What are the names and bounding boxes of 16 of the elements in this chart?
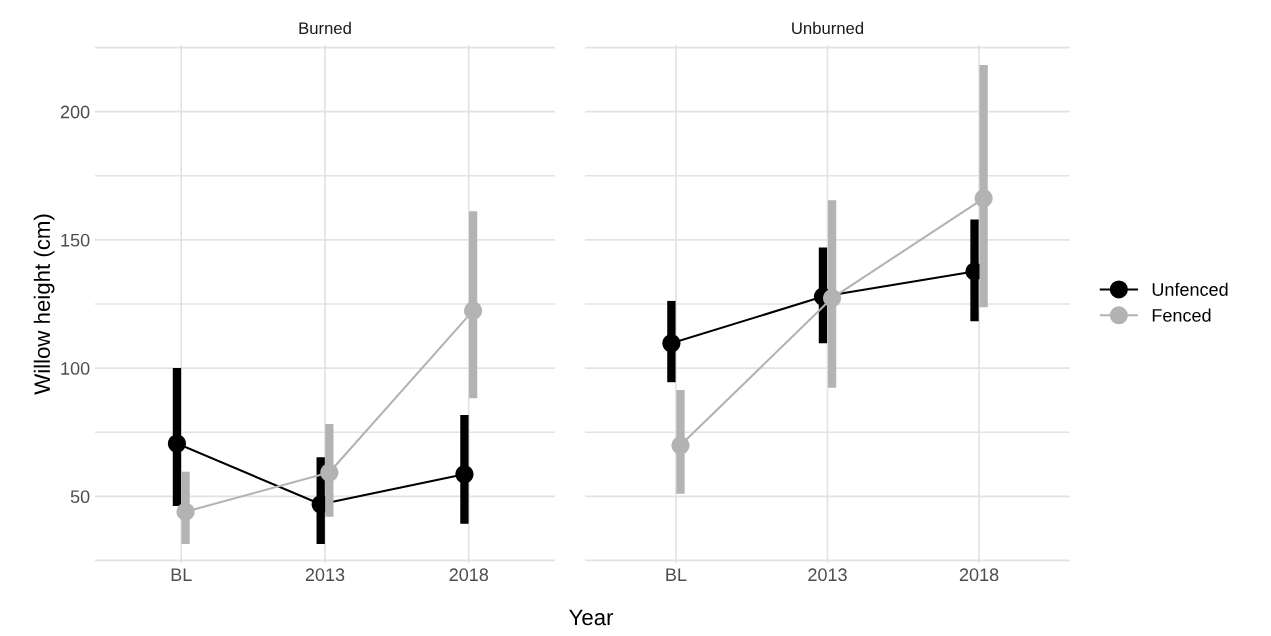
x-tick-label: 2018 xyxy=(449,568,489,582)
y-tick-label: 100 xyxy=(61,362,90,375)
y-tick-label: 200 xyxy=(60,105,90,119)
y-tick-label: 50 xyxy=(70,490,90,504)
chart-title: Burned xyxy=(299,21,351,35)
y-tick-label: 150 xyxy=(61,233,90,247)
x-tick-label: 2018 xyxy=(959,568,999,582)
legend-label: Fenced xyxy=(1152,308,1211,322)
x-tick-label: BL xyxy=(666,568,687,581)
chart-title: Unburned xyxy=(792,21,864,35)
x-tick-label: 2013 xyxy=(305,568,345,582)
y-axis-title: Willow height (cm) xyxy=(33,214,55,395)
x-tick-label: 2013 xyxy=(808,568,847,582)
legend-label: Unfenced xyxy=(1152,282,1228,296)
x-tick-label: BL xyxy=(171,568,192,581)
x-axis-title: Year xyxy=(569,609,614,626)
